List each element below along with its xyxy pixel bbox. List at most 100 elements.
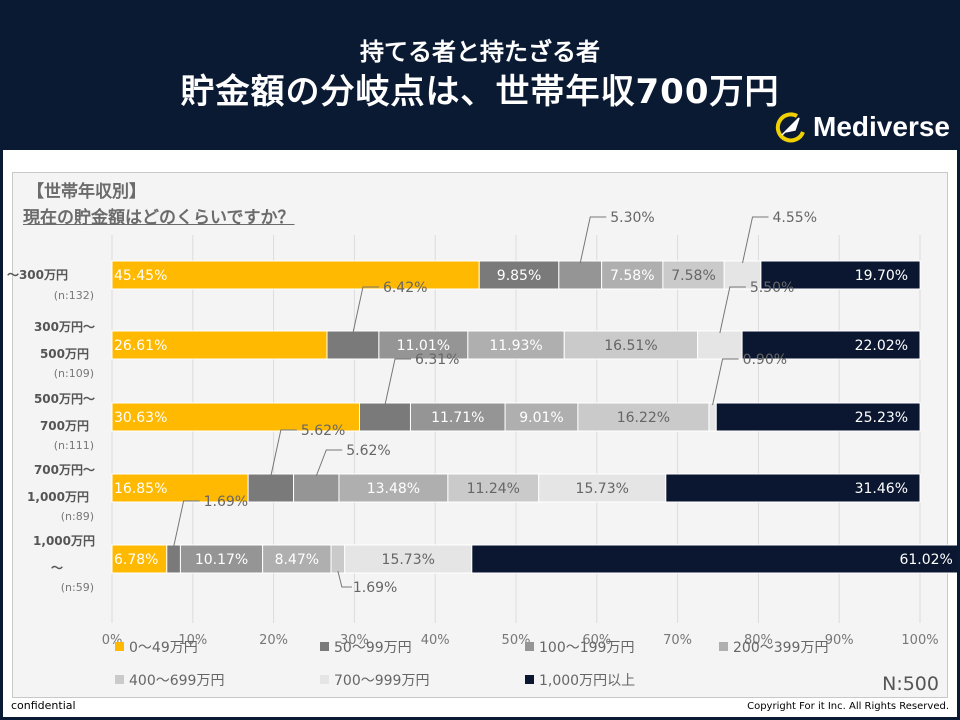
- bar-segment: [111, 260, 480, 290]
- data-label: 11.71%: [431, 410, 484, 426]
- x-tick-label: 70%: [663, 633, 692, 648]
- bar-segment: [247, 473, 295, 503]
- legend-label: 0～49万円: [129, 640, 198, 656]
- subtitle: 持てる者と持たざる者: [360, 38, 600, 66]
- sample-size: N:500: [882, 673, 939, 695]
- bar-segment: [662, 260, 725, 290]
- legend-swatch: [115, 642, 124, 651]
- x-tick-label: 20%: [259, 633, 288, 648]
- data-label: 19.70%: [855, 268, 908, 284]
- legend-label: 1,000万円以上: [539, 673, 635, 689]
- chart-question: 現在の貯金額はどのくらいですか？: [23, 208, 295, 228]
- category-n: (n:111): [54, 439, 94, 452]
- bar-segment: [293, 473, 340, 503]
- leader-line: [719, 286, 746, 334]
- data-label: 7.58%: [671, 268, 715, 284]
- legend-label: 50～99万円: [334, 640, 412, 656]
- leader-line: [270, 429, 297, 477]
- data-label: 15.73%: [576, 481, 629, 497]
- bar-segment: [344, 544, 473, 574]
- data-label: 16.85%: [114, 481, 167, 497]
- data-label: 5.62%: [301, 423, 345, 439]
- category-label: 700万円～: [34, 463, 95, 477]
- legend-label: 100～199万円: [539, 640, 634, 656]
- legend-label: 200～399万円: [733, 640, 828, 656]
- data-label: 1.69%: [204, 494, 248, 510]
- bar-segment: [665, 473, 921, 503]
- leader-line: [742, 216, 769, 264]
- leader-line: [173, 500, 200, 548]
- bar-segment: [563, 330, 699, 360]
- stacked-bar-chart: 0% 10% 20% 30% 40% 50% 60% 70% 80% 90% 100%～300万円(…: [7, 210, 957, 695]
- category-label: ～: [51, 561, 63, 575]
- bar-segment: [715, 402, 921, 432]
- data-label: 6.31%: [415, 352, 459, 368]
- x-tick-label: 40%: [421, 633, 450, 648]
- bar-segment: [577, 402, 710, 432]
- bar-segment: [262, 544, 332, 574]
- data-label: 22.02%: [855, 338, 908, 354]
- data-label: 8.47%: [275, 552, 319, 568]
- category-label: 1,000万円: [33, 534, 95, 548]
- bar-segment: [538, 473, 667, 503]
- data-label: 31.46%: [855, 481, 908, 497]
- bar-segment: [166, 544, 181, 574]
- data-label: 15.73%: [382, 552, 435, 568]
- bar-segment: [697, 330, 743, 360]
- data-label: 1.69%: [353, 580, 397, 596]
- data-label: 16.51%: [604, 338, 657, 354]
- bar-segment: [111, 402, 360, 432]
- bar-segment: [741, 330, 921, 360]
- leader-line: [337, 570, 352, 588]
- data-label: 5.50%: [750, 280, 794, 296]
- category-n: (n:89): [61, 510, 94, 523]
- bar-segment: [471, 544, 957, 574]
- data-label: 0.90%: [743, 352, 787, 368]
- data-label: 5.62%: [346, 443, 390, 459]
- bar-segment: [378, 330, 469, 360]
- x-tick-label: 60%: [582, 633, 611, 648]
- logo-text: Mediverse: [813, 111, 950, 142]
- x-tick-label: 10%: [178, 633, 207, 648]
- data-label: 9.01%: [519, 410, 563, 426]
- bar-segment: [111, 544, 168, 574]
- data-label: 9.85%: [497, 268, 541, 284]
- confidential-label: confidential: [11, 699, 76, 712]
- legend-swatch: [320, 642, 329, 651]
- leader-line: [352, 286, 379, 334]
- category-n: (n:59): [61, 581, 94, 594]
- bar-segment: [760, 260, 921, 290]
- data-label: 6.42%: [383, 280, 427, 296]
- data-label: 11.01%: [397, 338, 450, 354]
- x-tick-label: 50%: [502, 633, 531, 648]
- bar-segment: [409, 402, 506, 432]
- data-label: 16.22%: [617, 410, 670, 426]
- x-tick-label: 80%: [744, 633, 773, 648]
- data-label: 26.61%: [114, 338, 167, 354]
- mediverse-logo: Mediverse: [773, 110, 950, 144]
- data-label: 6.78%: [114, 552, 158, 568]
- legend-swatch: [320, 675, 329, 684]
- bar-segment: [558, 260, 603, 290]
- x-tick-label: 100%: [901, 633, 938, 648]
- bar-segment: [326, 330, 380, 360]
- category-label: ～300万円: [7, 268, 68, 282]
- legend-swatch: [525, 642, 534, 651]
- data-label: 30.63%: [114, 410, 167, 426]
- data-label: 25.23%: [855, 410, 908, 426]
- category-label: 700万円: [40, 419, 89, 433]
- legend-swatch: [525, 675, 534, 684]
- chart-panel: 【世帯年収別】 現在の貯金額はどのくらいですか？: [12, 172, 948, 698]
- page-title: 貯金額の分岐点は、世帯年収700万円: [180, 72, 780, 112]
- bar-segment: [338, 473, 449, 503]
- data-label: 45.45%: [114, 268, 167, 284]
- x-tick-label: 30%: [340, 633, 369, 648]
- legend-swatch: [719, 642, 728, 651]
- leader-line: [315, 449, 343, 477]
- data-label: 61.02%: [899, 552, 952, 568]
- bar-segment: [330, 544, 346, 574]
- bar-segment: [467, 330, 565, 360]
- leader-line: [712, 358, 739, 406]
- leader-line: [384, 358, 411, 406]
- data-label: 5.30%: [610, 210, 654, 226]
